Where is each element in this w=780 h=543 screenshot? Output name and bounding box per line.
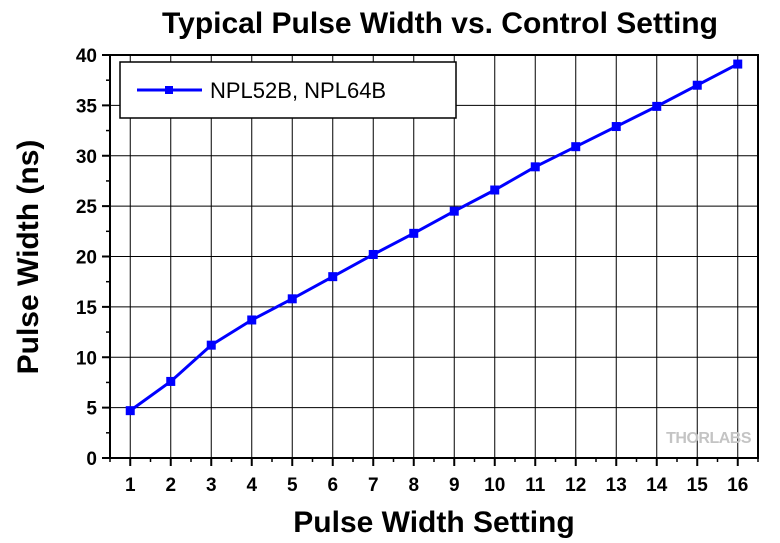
x-tick-label: 2 bbox=[165, 475, 176, 496]
x-tick-label: 8 bbox=[408, 475, 419, 496]
x-tick-label: 9 bbox=[449, 475, 460, 496]
data-point bbox=[571, 142, 581, 152]
legend-label: NPL52B, NPL64B bbox=[210, 78, 386, 103]
x-tick-label: 10 bbox=[484, 475, 505, 496]
thorlabs-watermark: THORLABS bbox=[666, 430, 752, 447]
data-point bbox=[611, 122, 621, 132]
x-tick-label: 7 bbox=[368, 475, 379, 496]
data-point bbox=[409, 228, 419, 238]
data-point bbox=[328, 272, 338, 282]
x-tick-label: 1 bbox=[125, 475, 136, 496]
x-tick-label: 11 bbox=[525, 475, 546, 496]
y-tick-label: 0 bbox=[86, 449, 97, 470]
data-point bbox=[368, 249, 378, 259]
x-tick-label: 4 bbox=[246, 475, 257, 496]
legend: NPL52B, NPL64B bbox=[119, 61, 457, 119]
data-point bbox=[733, 59, 743, 69]
y-tick-label: 25 bbox=[76, 197, 98, 218]
chart-title: Typical Pulse Width vs. Control Setting bbox=[162, 7, 718, 40]
series-layer bbox=[125, 59, 743, 416]
y-tick-label: 40 bbox=[76, 46, 97, 67]
data-point bbox=[287, 294, 297, 304]
data-point bbox=[490, 185, 500, 195]
data-point bbox=[449, 206, 459, 216]
data-point bbox=[530, 162, 540, 172]
data-point bbox=[652, 101, 662, 111]
series-line bbox=[129, 62, 739, 412]
x-axis-label: Pulse Width Setting bbox=[293, 506, 574, 539]
y-tick-label: 15 bbox=[76, 298, 98, 319]
x-tick-label: 3 bbox=[206, 475, 217, 496]
y-tick-label: 5 bbox=[86, 399, 97, 420]
data-point bbox=[166, 376, 176, 386]
data-point bbox=[692, 80, 702, 90]
y-tick-label: 30 bbox=[76, 147, 97, 168]
x-tick-label: 14 bbox=[646, 475, 668, 496]
x-tick-label: 6 bbox=[327, 475, 338, 496]
data-point bbox=[247, 315, 257, 325]
x-tick-label: 15 bbox=[687, 475, 709, 496]
x-tick-label: 13 bbox=[606, 475, 627, 496]
data-point bbox=[206, 340, 216, 350]
grid bbox=[110, 55, 758, 458]
x-tick-label: 16 bbox=[727, 475, 748, 496]
y-tick-label: 10 bbox=[76, 348, 97, 369]
legend-marker bbox=[165, 86, 173, 94]
x-tick-label: 12 bbox=[565, 475, 586, 496]
y-axis-label: Pulse Width (ns) bbox=[12, 140, 45, 375]
y-tick-label: 20 bbox=[76, 248, 97, 269]
y-tick-label: 35 bbox=[76, 96, 98, 117]
x-tick-label: 5 bbox=[287, 475, 298, 496]
data-point bbox=[125, 406, 135, 416]
